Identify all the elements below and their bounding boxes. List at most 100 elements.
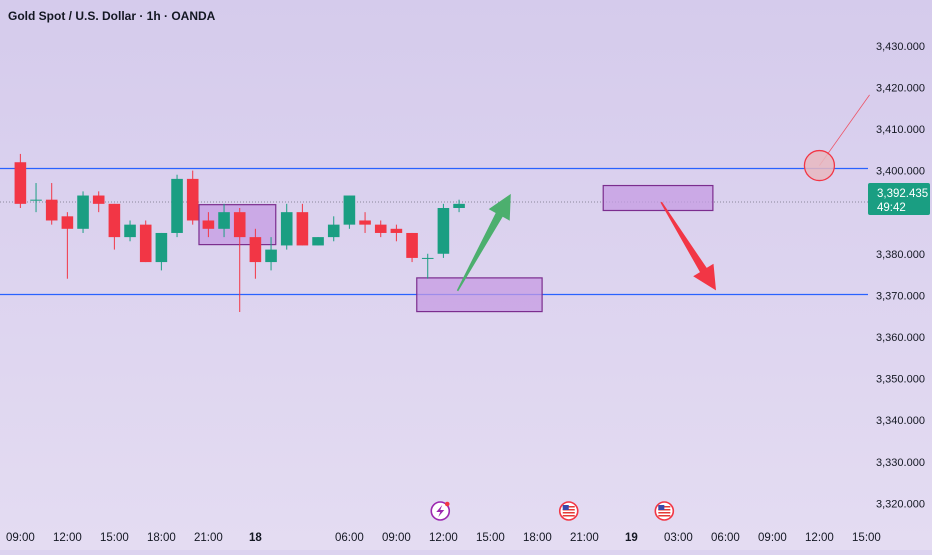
candle-body xyxy=(280,212,293,246)
candle-body xyxy=(312,237,324,246)
candle xyxy=(390,224,403,242)
marker-circle xyxy=(803,149,836,182)
event-icons[interactable] xyxy=(430,501,675,521)
candle-body xyxy=(139,224,152,263)
flag-icon-ring xyxy=(558,501,579,521)
bolt-icon-dot xyxy=(444,501,450,507)
candle-body xyxy=(61,216,74,229)
candle-body xyxy=(218,212,230,229)
us-flag-event-icon[interactable] xyxy=(654,501,675,521)
arrow-up xyxy=(456,193,511,292)
current-price-tag[interactable]: 3,392.435 49:42 xyxy=(868,183,930,215)
x-axis-tick-label: 09:00 xyxy=(6,532,35,544)
y-axis-tick-label: 3,430.000 xyxy=(876,41,925,53)
candle-body xyxy=(249,237,262,263)
x-axis-tick-label: 15:00 xyxy=(476,532,505,544)
candle-body xyxy=(374,224,387,233)
x-axis-tick-label: 18:00 xyxy=(147,532,176,544)
price-tag-price: 3,392.435 xyxy=(877,188,928,200)
candle-body xyxy=(202,220,215,229)
candle xyxy=(249,228,262,279)
x-axis[interactable]: 09:00 12:00 15:00 18:00 21:00 18 06:00 09:00 12:… xyxy=(6,532,881,544)
candle-body xyxy=(421,257,434,259)
candle xyxy=(139,220,152,263)
candle xyxy=(30,183,42,213)
candle xyxy=(108,203,121,250)
flag-icon-ring xyxy=(654,501,675,521)
y-axis-tick-label: 3,380.000 xyxy=(876,249,925,261)
bolt-icon-glyph xyxy=(436,505,445,517)
trend-arrows xyxy=(456,193,716,292)
candle-body xyxy=(45,199,58,221)
candle xyxy=(453,199,465,213)
candle-body xyxy=(92,195,105,204)
y-axis[interactable]: 3,430.000 3,420.000 3,410.000 3,400.000 3,38… xyxy=(876,41,925,511)
flag-canton xyxy=(562,505,569,510)
candle-body xyxy=(343,195,356,225)
candle xyxy=(374,220,387,238)
candle xyxy=(233,208,246,312)
us-flag-event-icon[interactable] xyxy=(558,501,579,521)
candle-body xyxy=(30,199,42,201)
candle-body xyxy=(390,228,403,233)
x-axis-tick-label: 03:00 xyxy=(664,532,693,544)
candle-body xyxy=(171,178,183,233)
price-tag-countdown: 49:42 xyxy=(877,202,906,214)
candles xyxy=(14,153,465,312)
candle xyxy=(312,237,324,246)
y-axis-tick-label: 3,370.000 xyxy=(876,290,925,302)
candle xyxy=(437,203,450,258)
candle xyxy=(218,203,230,238)
candle-body xyxy=(359,220,371,225)
x-axis-tick-label: 15:00 xyxy=(852,532,881,544)
y-axis-tick-label: 3,330.000 xyxy=(876,457,925,469)
candle xyxy=(124,220,136,242)
candle xyxy=(186,170,199,225)
bolt-event-icon[interactable] xyxy=(430,501,451,521)
chart-title: Gold Spot / U.S. Dollar · 1h · OANDA xyxy=(8,9,216,23)
y-axis-tick-label: 3,350.000 xyxy=(876,374,925,386)
candle xyxy=(202,212,215,238)
candle-body xyxy=(453,203,465,208)
candle-body xyxy=(233,212,246,238)
y-axis-tick-label: 3,340.000 xyxy=(876,415,925,427)
candle xyxy=(406,232,418,263)
y-axis-tick-label: 3,420.000 xyxy=(876,82,925,94)
flag-stripe xyxy=(658,515,671,517)
candle-body xyxy=(155,232,168,263)
y-axis-tick-label: 3,410.000 xyxy=(876,124,925,136)
flag-stripe xyxy=(658,512,671,514)
candle-body xyxy=(77,195,89,229)
x-axis-tick-label: 21:00 xyxy=(194,532,223,544)
x-axis-tick-label: 21:00 xyxy=(570,532,599,544)
candle-body xyxy=(124,224,136,238)
candle-body xyxy=(406,232,418,258)
x-axis-tick-label: 12:00 xyxy=(429,532,458,544)
candle xyxy=(296,203,309,246)
candle xyxy=(77,191,89,233)
candle xyxy=(280,203,293,250)
y-axis-tick-label: 3,400.000 xyxy=(876,166,925,178)
x-axis-tick-label: 18 xyxy=(249,532,262,544)
candle xyxy=(421,253,434,279)
candle xyxy=(45,183,58,225)
candle xyxy=(14,153,27,208)
x-axis-tick-label: 12:00 xyxy=(805,532,834,544)
x-axis-tick-label: 12:00 xyxy=(53,532,82,544)
zone-rectangle xyxy=(416,277,543,313)
y-axis-tick-label: 3,360.000 xyxy=(876,332,925,344)
candle xyxy=(343,195,356,229)
candle xyxy=(359,212,371,233)
price-tag-background xyxy=(868,183,930,215)
flag-stripe xyxy=(562,515,575,517)
candle xyxy=(171,174,183,238)
x-axis-tick-label: 09:00 xyxy=(758,532,787,544)
flag-canton xyxy=(658,505,665,510)
candle-body xyxy=(186,178,199,221)
x-axis-tick-label: 15:00 xyxy=(100,532,129,544)
x-axis-tick-label: 18:00 xyxy=(523,532,552,544)
flag-stripe xyxy=(562,512,575,514)
candle-body xyxy=(14,162,27,204)
